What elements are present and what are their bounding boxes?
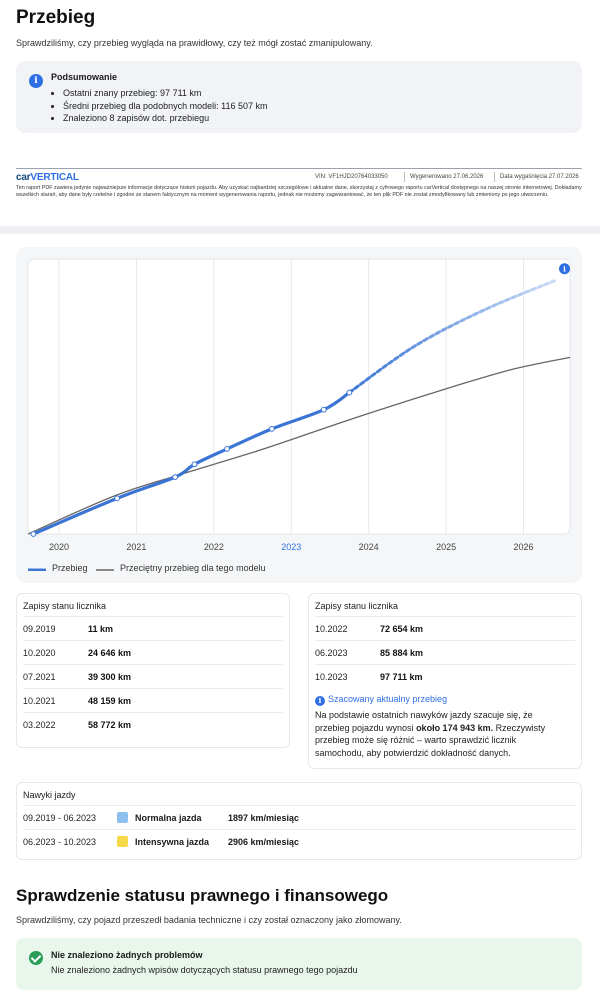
driving-style-swatch: [117, 812, 128, 823]
footer-divider: [16, 168, 582, 169]
check-circle-icon: [29, 951, 43, 965]
table-row: 10.2023 97 711 km: [315, 664, 575, 688]
x-tick-label: 2026: [514, 542, 534, 552]
record-date: 06.2023: [315, 648, 348, 658]
mileage-chart-card: 2020 2021 2022 2023 2024 2025 2026 i: [16, 247, 582, 583]
x-tick-label: 2024: [359, 542, 379, 552]
x-tick-label: 2020: [49, 542, 69, 552]
data-point: [320, 406, 327, 413]
data-point: [191, 461, 198, 468]
table-row: 06.2023 - 10.2023 Intensywna jazda 2906 km…: [23, 829, 575, 853]
record-value: 97 711 km: [380, 672, 423, 682]
carvertical-logo: carVERTICAL: [16, 172, 79, 183]
table-row: 07.2021 39 300 km: [23, 664, 283, 688]
legal-status-title: Nie znaleziono żadnych problemów: [51, 950, 203, 960]
record-date: 10.2023: [315, 672, 348, 682]
legend-label-mileage: Przebieg: [52, 563, 88, 573]
info-icon: i: [29, 74, 43, 88]
summary-item: Średni przebieg dla podobnych modeli: 11…: [63, 100, 267, 113]
legal-status-text: Nie znaleziono żadnych wpisów dotyczącyc…: [51, 965, 358, 975]
driving-style-swatch: [117, 836, 128, 847]
report-page-top: Przebieg Sprawdziliśmy, czy przebieg wyg…: [0, 0, 600, 226]
driving-rate: 1897 km/miesiąc: [228, 813, 300, 823]
record-value: 72 654 km: [380, 624, 424, 634]
driving-style: Intensywna jazda: [135, 837, 210, 847]
page-break: [0, 226, 600, 234]
chart-plot-area: [27, 258, 571, 535]
info-icon-glyph: i: [563, 264, 566, 273]
legend-swatch-mileage: [28, 568, 46, 571]
data-point: [172, 474, 179, 481]
vin-text: VIN: VF1HJD20764033050: [315, 174, 388, 180]
summary-item: Znaleziono 8 zapisów dot. przebiegu: [63, 112, 267, 125]
table-row: 06.2023 85 884 km: [315, 640, 575, 664]
legend-swatch-average: [96, 569, 114, 571]
summary-box: i Podsumowanie Ostatni znany przebieg: 9…: [16, 61, 582, 133]
driving-style: Normalna jazda: [135, 813, 202, 823]
odometer-card-left: Zapisy stanu licznika 09.2019 11 km 10.202…: [16, 593, 290, 748]
record-date: 03.2022: [23, 720, 56, 730]
footer-disclaimer: Ten raport PDF zawiera jedynie najważnie…: [16, 185, 582, 198]
table-row: 03.2022 58 772 km: [23, 712, 283, 736]
mileage-chart: 2020 2021 2022 2023 2024 2025 2026 i: [27, 258, 571, 552]
driving-period: 06.2023 - 10.2023: [23, 837, 97, 847]
legal-title: Sprawdzenie statusu prawnego i finansowe…: [16, 886, 389, 905]
estimate-title: i Szacowany aktualny przebieg: [315, 694, 447, 706]
driving-period: 09.2019 - 06.2023: [23, 813, 97, 823]
table-row: 09.2019 11 km: [23, 616, 283, 640]
odometer-title: Zapisy stanu licznika: [315, 601, 399, 611]
meta-separator: [494, 172, 495, 182]
data-point: [114, 495, 120, 502]
driving-habits-card: Nawyki jazdy 09.2019 - 06.2023 Normalna j…: [16, 782, 582, 860]
odometer-card-right: Zapisy stanu licznika 10.2022 72 654 km 06…: [308, 593, 582, 769]
table-row: 10.2020 24 646 km: [23, 640, 283, 664]
data-point: [224, 446, 230, 452]
info-icon: [559, 263, 571, 275]
legal-status-box: Nie znaleziono żadnych problemów Nie zna…: [16, 938, 582, 990]
data-point: [346, 389, 353, 396]
x-tick-label: 2021: [126, 542, 146, 552]
data-point: [269, 425, 275, 432]
mileage-title: Przebieg: [16, 7, 96, 28]
legal-subtitle: Sprawdziliśmy, czy pojazd przeszedł bada…: [16, 915, 402, 925]
record-date: 10.2022: [315, 624, 348, 634]
table-row: 09.2019 - 06.2023 Normalna jazda 1897 km/m…: [23, 805, 575, 829]
record-date: 10.2021: [23, 696, 56, 706]
x-tick-label: 2023: [281, 542, 301, 552]
record-value: 48 159 km: [88, 696, 132, 706]
record-date: 10.2020: [23, 648, 56, 658]
info-icon: i: [315, 696, 325, 706]
meta-separator: [404, 172, 405, 182]
generated-date: Wygenerowano 27.06.2026: [410, 174, 484, 180]
x-tick-label: 2025: [436, 542, 456, 552]
driving-title: Nawyki jazdy: [23, 790, 76, 800]
x-tick-label: 2022: [204, 542, 224, 552]
estimate-text: Na podstawie ostatnich nawyków jazdy sza…: [315, 710, 546, 758]
legend-label-average: Przeciętny przebieg dla tego modelu: [120, 563, 266, 573]
series-line-estimated: [347, 279, 557, 395]
record-value: 39 300 km: [88, 672, 132, 682]
record-value: 24 646 km: [88, 648, 132, 658]
series-line-average: [27, 356, 571, 535]
summary-title: Podsumowanie: [51, 72, 118, 82]
mileage-subtitle: Sprawdziliśmy, czy przebieg wygląda na p…: [16, 38, 373, 48]
summary-item: Ostatni znany przebieg: 97 711 km: [63, 87, 267, 100]
record-date: 09.2019: [23, 624, 56, 634]
data-point: [30, 531, 37, 537]
record-value: 85 884 km: [380, 648, 424, 658]
record-date: 07.2021: [23, 672, 56, 682]
table-row: 10.2022 72 654 km: [315, 616, 575, 640]
odometer-title: Zapisy stanu licznika: [23, 601, 107, 611]
table-row: 10.2021 48 159 km: [23, 688, 283, 712]
summary-list: Ostatni znany przebieg: 97 711 km Średni…: [63, 87, 267, 125]
driving-rate: 2906 km/miesiąc: [228, 837, 300, 847]
record-value: 11 km: [88, 624, 114, 634]
record-value: 58 772 km: [88, 720, 132, 730]
expiry-date: Data wygaśnięcia 27.07.2026: [500, 174, 579, 180]
